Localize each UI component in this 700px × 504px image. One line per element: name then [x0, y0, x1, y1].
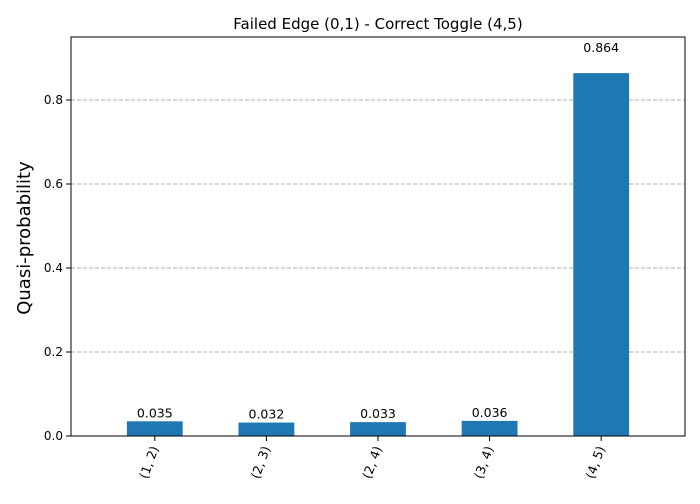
data-label: 0.035	[137, 405, 173, 420]
x-tick-label: (4, 5)	[582, 444, 608, 481]
y-tick-label: 0.4	[44, 261, 63, 275]
y-tick-label: 0.6	[44, 177, 63, 191]
bar	[126, 421, 183, 436]
data-label: 0.032	[249, 407, 285, 422]
y-axis-label: Quasi-probability	[14, 161, 35, 315]
bar	[350, 422, 406, 436]
bar	[461, 420, 518, 436]
x-tick-label: (2, 3)	[248, 444, 274, 481]
plot-frame	[70, 36, 686, 437]
y-tick-label: 0.8	[44, 93, 63, 107]
y-tick-label: 0.2	[44, 345, 63, 359]
bar	[573, 73, 630, 437]
x-tick-label: (1, 2)	[136, 444, 162, 481]
data-label: 0.864	[583, 40, 619, 55]
data-label: 0.033	[360, 406, 396, 421]
data-labels: 0.035 0.032 0.033 0.036 0.864	[137, 40, 619, 421]
bars	[126, 73, 630, 437]
x-tick-label: (2, 4)	[359, 444, 385, 481]
y-axis-ticks: 0.0 0.2 0.4 0.6 0.8	[44, 93, 71, 443]
y-tick-label: 0.0	[44, 429, 63, 443]
data-label: 0.036	[472, 405, 508, 420]
chart-title: Failed Edge (0,1) - Correct Toggle (4,5)	[233, 15, 522, 33]
x-axis-ticks: (1, 2) (2, 3) (2, 4) (3, 4) (4, 5)	[136, 436, 608, 481]
x-tick-label: (3, 4)	[471, 444, 497, 481]
bar	[238, 422, 295, 436]
